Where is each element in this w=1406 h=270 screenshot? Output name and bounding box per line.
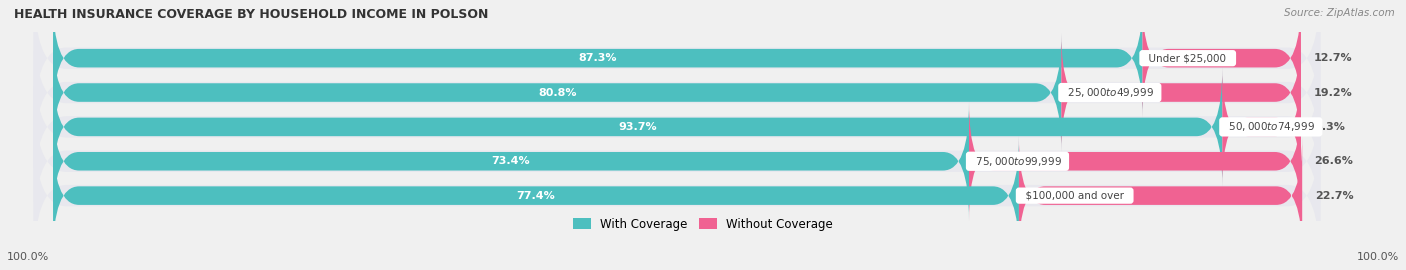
Text: 87.3%: 87.3% [578, 53, 617, 63]
Text: 26.6%: 26.6% [1315, 156, 1353, 166]
Text: 77.4%: 77.4% [516, 191, 555, 201]
FancyBboxPatch shape [34, 86, 1320, 237]
Text: $75,000 to $99,999: $75,000 to $99,999 [969, 155, 1066, 168]
Text: 73.4%: 73.4% [492, 156, 530, 166]
Legend: With Coverage, Without Coverage: With Coverage, Without Coverage [572, 218, 834, 231]
Text: $25,000 to $49,999: $25,000 to $49,999 [1062, 86, 1159, 99]
Text: 93.7%: 93.7% [619, 122, 657, 132]
Text: Source: ZipAtlas.com: Source: ZipAtlas.com [1284, 8, 1395, 18]
FancyBboxPatch shape [1062, 33, 1301, 152]
FancyBboxPatch shape [1222, 68, 1301, 186]
Text: $100,000 and over: $100,000 and over [1019, 191, 1130, 201]
FancyBboxPatch shape [53, 68, 1222, 186]
Text: 80.8%: 80.8% [538, 87, 576, 97]
Text: Under $25,000: Under $25,000 [1143, 53, 1233, 63]
Text: 12.7%: 12.7% [1315, 53, 1353, 63]
FancyBboxPatch shape [53, 102, 969, 221]
FancyBboxPatch shape [53, 33, 1062, 152]
Text: $50,000 to $74,999: $50,000 to $74,999 [1222, 120, 1319, 133]
Text: 100.0%: 100.0% [7, 252, 49, 262]
FancyBboxPatch shape [34, 0, 1320, 133]
FancyBboxPatch shape [53, 136, 1019, 255]
FancyBboxPatch shape [34, 52, 1320, 202]
Text: 19.2%: 19.2% [1315, 87, 1353, 97]
FancyBboxPatch shape [34, 120, 1320, 270]
Text: 22.7%: 22.7% [1315, 191, 1354, 201]
FancyBboxPatch shape [34, 17, 1320, 168]
FancyBboxPatch shape [1019, 136, 1302, 255]
FancyBboxPatch shape [1143, 0, 1301, 118]
Text: HEALTH INSURANCE COVERAGE BY HOUSEHOLD INCOME IN POLSON: HEALTH INSURANCE COVERAGE BY HOUSEHOLD I… [14, 8, 488, 21]
FancyBboxPatch shape [53, 0, 1143, 118]
FancyBboxPatch shape [969, 102, 1301, 221]
Text: 100.0%: 100.0% [1357, 252, 1399, 262]
Text: 6.3%: 6.3% [1315, 122, 1344, 132]
